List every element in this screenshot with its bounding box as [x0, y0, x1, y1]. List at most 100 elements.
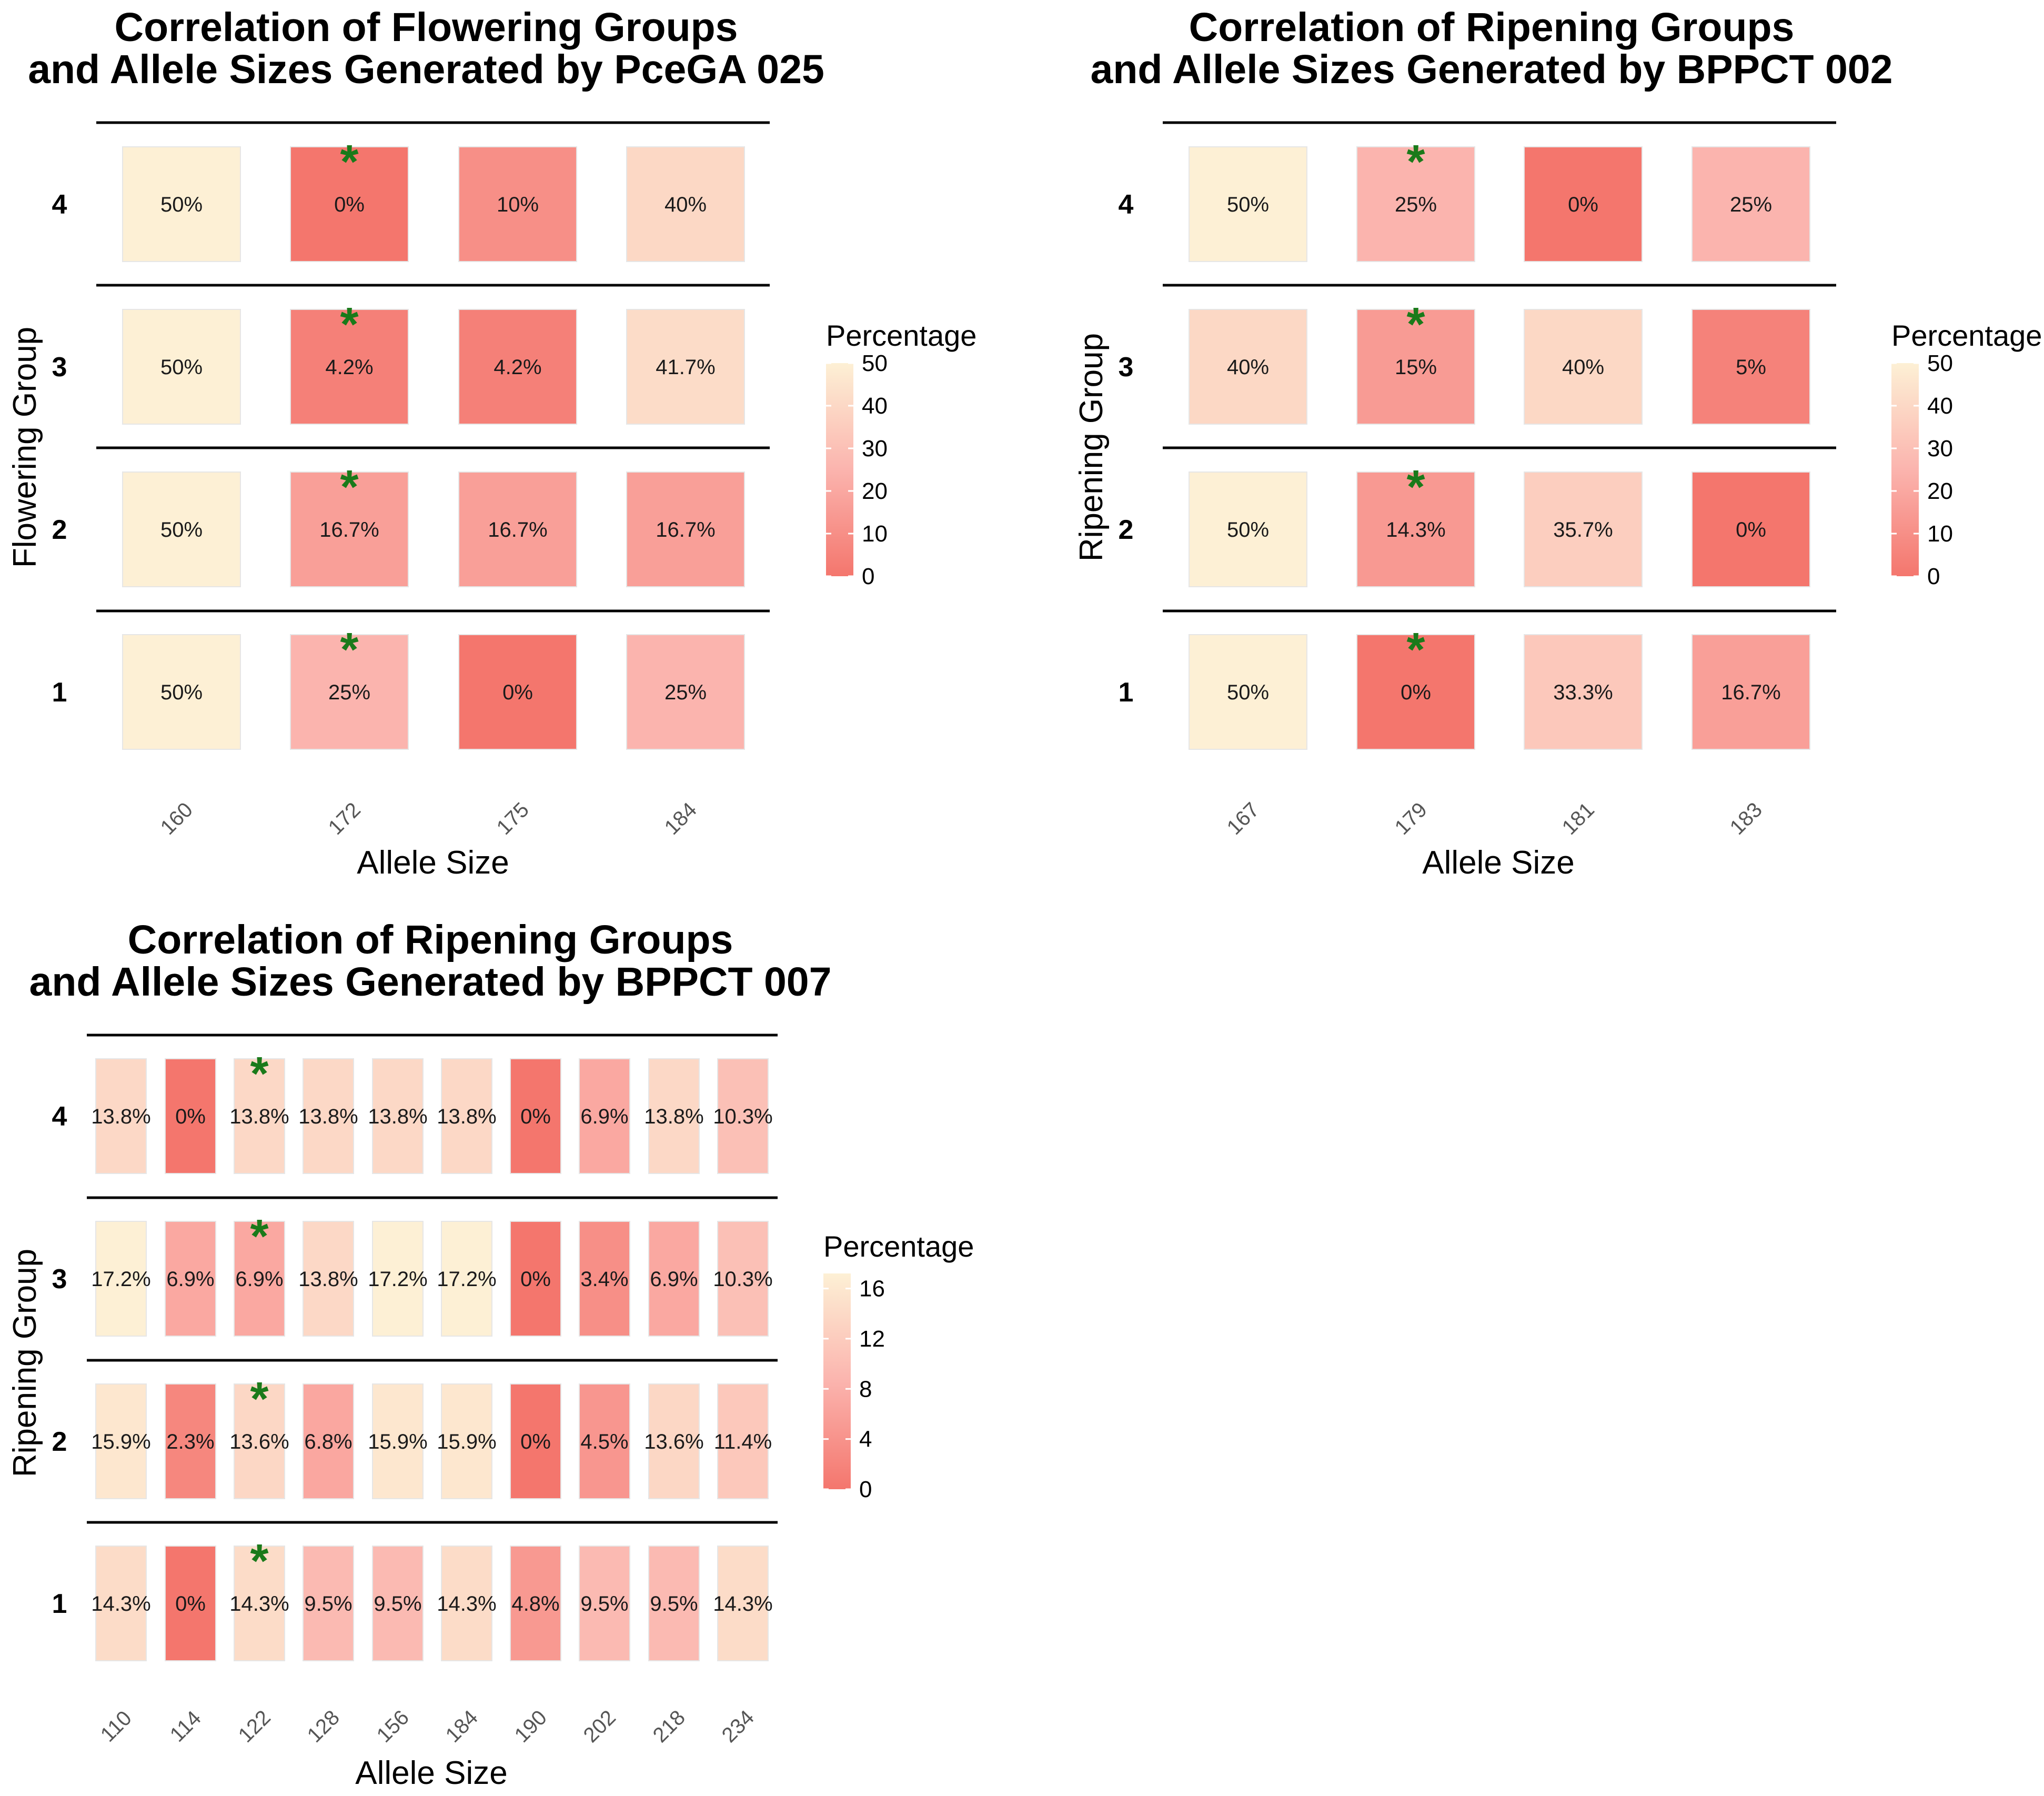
cell-value-label: 0%	[520, 1105, 551, 1128]
cell-value-label: 16.7%	[1721, 681, 1780, 704]
cell-value-label: 0%	[334, 193, 365, 216]
heatmap-cell	[441, 1383, 492, 1499]
heatmap-cell	[1524, 146, 1643, 262]
legend-colorbar	[1891, 363, 1919, 576]
heatmap-cell	[579, 1383, 630, 1499]
heatmap-cell	[1189, 146, 1307, 262]
significance-star: *	[1406, 624, 1425, 676]
heatmap-cell	[626, 634, 745, 750]
cell-value-label: 13.6%	[644, 1430, 703, 1453]
chart-title-line2: and Allele Sizes Generated by BPPCT 007	[29, 959, 832, 1005]
significance-star: *	[340, 461, 358, 514]
significance-star: *	[1406, 136, 1425, 188]
cell-value-label: 50%	[160, 193, 203, 216]
legend-title: Percentage	[1891, 319, 2042, 352]
cell-value-label: 13.8%	[368, 1105, 427, 1128]
x-axis-title: Allele Size	[1422, 845, 1574, 881]
y-tick-label: 2	[1119, 515, 1134, 545]
heatmap-cell	[458, 634, 577, 750]
x-tick-label: 190	[510, 1706, 551, 1747]
x-tick-label: 172	[324, 798, 365, 839]
heatmap-cell	[717, 1546, 769, 1661]
cell-value-label: 4.5%	[580, 1430, 628, 1453]
y-tick-label: 1	[1119, 677, 1134, 708]
heatmap-cell	[290, 146, 409, 262]
heatmap-cell	[626, 471, 745, 587]
y-tick-label: 3	[52, 352, 67, 383]
heatmap-cell	[122, 309, 241, 425]
cell-value-label: 0%	[520, 1430, 551, 1453]
y-tick-label: 4	[52, 1101, 67, 1132]
heatmap-cell	[441, 1058, 492, 1174]
cell-value-label: 15.9%	[437, 1430, 496, 1453]
cell-value-label: 14.3%	[713, 1592, 772, 1616]
cell-value-label: 0%	[175, 1592, 206, 1616]
cell-value-label: 13.8%	[437, 1105, 496, 1128]
x-tick-label: 184	[660, 798, 701, 839]
heatmap-cell	[303, 1383, 354, 1499]
cell-value-label: 50%	[160, 681, 203, 704]
heatmap-cell	[717, 1221, 769, 1337]
heatmap-cell	[122, 471, 241, 587]
cell-value-label: 50%	[1227, 518, 1269, 541]
cell-value-label: 25%	[1395, 193, 1437, 216]
cell-value-label: 16.7%	[319, 518, 379, 541]
cell-value-label: 14.3%	[229, 1592, 289, 1616]
heatmap-cell	[1356, 634, 1475, 750]
x-tick-label: 179	[1391, 798, 1432, 839]
significance-star: *	[340, 298, 358, 351]
heatmap-cell	[441, 1546, 492, 1661]
significance-star: *	[250, 1048, 268, 1100]
cell-value-label: 25%	[328, 681, 370, 704]
heatmap-cell	[290, 634, 409, 750]
y-tick-label: 3	[1119, 352, 1134, 383]
heatmap-cell	[510, 1058, 561, 1174]
chart-title-line2: and Allele Sizes Generated by PceGA 025	[28, 47, 824, 92]
significance-star: *	[340, 624, 358, 676]
x-tick-label: 184	[441, 1706, 482, 1747]
cell-value-label: 0%	[1736, 518, 1766, 541]
heatmap-cell	[95, 1221, 147, 1337]
heatmap-cell	[234, 1546, 285, 1661]
significance-star: *	[250, 1373, 268, 1426]
legend-tick-label: 16	[859, 1276, 885, 1302]
legend-tick-label: 4	[859, 1427, 872, 1452]
heatmap-cell	[441, 1221, 492, 1337]
heatmap-cell	[458, 146, 577, 262]
heatmap-cell	[510, 1546, 561, 1661]
cell-value-label: 4.2%	[325, 356, 373, 379]
x-axis-title: Allele Size	[355, 1755, 507, 1791]
cell-value-label: 9.5%	[304, 1592, 352, 1616]
cell-value-label: 15.9%	[91, 1430, 150, 1453]
cell-value-label: 15%	[1395, 356, 1437, 379]
cell-value-label: 25%	[1730, 193, 1772, 216]
x-tick-label: 128	[303, 1706, 344, 1747]
cell-value-label: 40%	[1227, 356, 1269, 379]
significance-star: *	[250, 1210, 268, 1263]
legend-tick-label: 40	[862, 393, 888, 419]
x-tick-label: 122	[234, 1706, 275, 1747]
x-tick-label: 160	[156, 798, 197, 839]
chart-title-line2: and Allele Sizes Generated by BPPCT 002	[1091, 47, 1893, 92]
heatmap-cell	[579, 1546, 630, 1661]
heatmap-cell	[234, 1221, 285, 1337]
significance-star: *	[1406, 298, 1425, 351]
y-axis-title: Flowering Group	[7, 327, 43, 568]
cell-value-label: 14.3%	[91, 1592, 150, 1616]
cell-value-label: 9.5%	[580, 1592, 628, 1616]
x-tick-label: 183	[1726, 798, 1767, 839]
heatmap-cell	[372, 1546, 424, 1661]
legend-tick-label: 50	[862, 350, 888, 376]
heatmap-cell	[1524, 309, 1643, 425]
heatmap-cell	[303, 1058, 354, 1174]
chart-title-line1: Correlation of Ripening Groups	[128, 917, 733, 962]
heatmap-cell	[458, 471, 577, 587]
cell-value-label: 6.8%	[304, 1430, 352, 1453]
cell-value-label: 17.2%	[437, 1268, 496, 1291]
y-tick-label: 4	[52, 189, 67, 220]
y-tick-label: 1	[52, 677, 67, 708]
